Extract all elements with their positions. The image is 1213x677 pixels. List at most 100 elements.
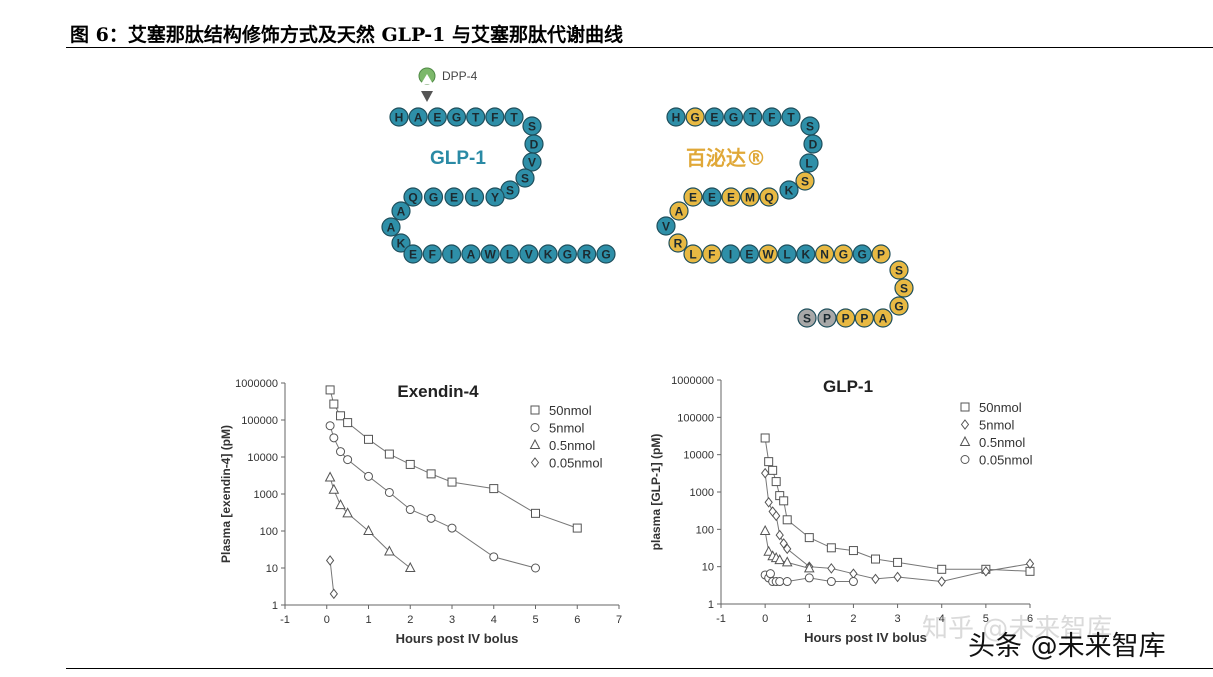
residue-F: F	[762, 107, 782, 127]
x-tick-label: 6	[1027, 613, 1033, 625]
svg-text:E: E	[708, 191, 716, 205]
svg-text:S: S	[895, 264, 903, 278]
x-tick-label: 0	[324, 614, 330, 626]
legend-item: 5nmol	[960, 418, 1015, 433]
residue-W: W	[758, 244, 778, 264]
data-point	[328, 483, 340, 494]
series-50nmol	[760, 433, 1035, 576]
svg-text:V: V	[525, 248, 533, 262]
residue-L: L	[499, 244, 520, 264]
legend-label: 0.05nmol	[549, 456, 603, 471]
x-tick-label: 5	[532, 614, 538, 626]
residue-W: W	[480, 244, 500, 264]
svg-text:H: H	[672, 111, 681, 125]
residue-S: S	[522, 116, 542, 136]
x-tick-label: 6	[574, 614, 580, 626]
data-point	[871, 554, 880, 564]
data-point	[364, 434, 373, 444]
svg-text:E: E	[689, 191, 697, 205]
data-point	[871, 573, 880, 585]
data-point	[405, 459, 415, 469]
data-point	[325, 555, 335, 566]
residue-L: L	[799, 153, 819, 173]
svg-text:G: G	[452, 111, 461, 125]
residue-E: E	[683, 187, 703, 207]
svg-text:K: K	[397, 237, 406, 251]
fit-curve	[329, 477, 411, 569]
x-tick-label: 4	[491, 614, 497, 626]
chart-title: Exendin-4	[397, 382, 479, 401]
cleavage-arrow-icon	[421, 91, 433, 102]
data-point	[404, 561, 416, 572]
svg-text:G: G	[894, 300, 903, 314]
svg-text:L: L	[689, 248, 696, 262]
svg-text:P: P	[823, 312, 831, 326]
data-point	[893, 571, 902, 583]
x-tick-label: 2	[850, 613, 856, 625]
data-point	[763, 545, 775, 556]
y-tick-label: 10000	[683, 450, 714, 462]
data-point	[803, 562, 815, 573]
residue-L: L	[464, 187, 485, 207]
dpp4-label: DPP-4	[442, 69, 478, 83]
data-point	[343, 418, 353, 428]
x-tick-label: 7	[616, 614, 622, 626]
residue-G: G	[423, 187, 444, 207]
watermark-toutiao: 头条 @未来智库	[968, 631, 1166, 662]
data-point	[363, 524, 374, 535]
residue-E: E	[721, 187, 741, 207]
residue-G: G	[685, 107, 705, 127]
dpp4-enzyme-icon	[418, 67, 436, 85]
y-tick-label: 100000	[677, 412, 714, 424]
residue-H: H	[389, 107, 409, 127]
data-point	[335, 499, 346, 510]
svg-text:G: G	[729, 111, 738, 125]
data-point	[772, 510, 781, 522]
data-point	[1025, 558, 1035, 570]
svg-text:R: R	[582, 248, 591, 262]
residue-V: V	[519, 244, 539, 264]
residue-S: S	[797, 308, 817, 328]
data-point	[768, 465, 778, 475]
series-5nmol	[761, 467, 1035, 587]
legend-item: 0.05nmol	[960, 453, 1033, 468]
residue-E: E	[704, 107, 724, 127]
x-tick-label: 3	[895, 613, 901, 625]
data-point	[336, 411, 346, 421]
svg-text:D: D	[809, 138, 818, 152]
legend-label: 50nmol	[549, 403, 592, 418]
data-point	[324, 471, 336, 482]
residue-E: E	[702, 187, 722, 207]
residue-V: V	[656, 216, 676, 236]
residue-A: A	[873, 308, 893, 328]
residue-E: E	[739, 244, 760, 264]
residue-N: N	[814, 244, 835, 264]
svg-text:G: G	[563, 248, 572, 262]
svg-text:M: M	[745, 191, 755, 205]
data-point	[384, 449, 394, 459]
residue-L: L	[683, 244, 703, 264]
svg-text:F: F	[708, 248, 715, 262]
svg-text:Y: Y	[491, 191, 499, 205]
svg-text:T: T	[510, 111, 518, 125]
residue-R: R	[668, 233, 688, 253]
legend-item: 50nmol	[530, 403, 592, 418]
y-tick-label: 10	[702, 562, 714, 574]
residue-S: S	[894, 278, 914, 298]
data-point	[572, 523, 582, 533]
residue-A: A	[461, 244, 481, 264]
svg-text:D: D	[530, 138, 539, 152]
legend-item: 50nmol	[960, 400, 1022, 415]
svg-text:W: W	[485, 248, 497, 262]
svg-text:E: E	[710, 111, 718, 125]
residue-S: S	[889, 260, 909, 280]
diamond-marker-icon	[530, 457, 540, 468]
residue-K: K	[796, 244, 816, 264]
data-point	[826, 577, 836, 587]
svg-text:V: V	[528, 156, 536, 170]
data-point	[937, 564, 947, 574]
data-point	[937, 576, 946, 587]
top-rule	[66, 47, 1213, 48]
